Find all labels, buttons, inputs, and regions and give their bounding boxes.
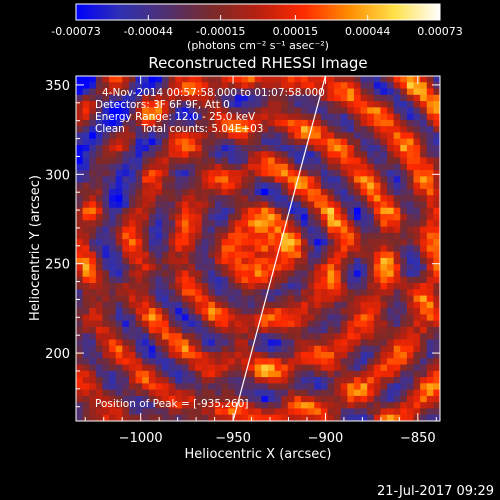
colorbar-tick-label: -0.00044 [124,25,173,38]
colorbar-tick-label: 0.00015 [273,25,319,38]
y-tick-label: 300 [45,168,70,183]
info-line-energy-range: Energy Range: 12.0 - 25.0 keV [95,111,256,123]
plot-frame [75,75,441,422]
info-text-block: 4-Nov-2014 00:57:58.000 to 01:07:58.000 … [95,87,325,135]
y-tick-label: 200 [45,347,70,362]
x-tick-label: −850 [400,431,436,446]
solar-limb-line [232,75,327,422]
info-line-clean-counts: Clean Total counts: 5.04E+03 [95,123,264,135]
y-axis-label: Heliocentric Y (arcsec) [28,175,43,321]
colorbar [75,3,441,21]
x-axis-label: Heliocentric X (arcsec) [185,447,332,462]
colorbar-ticks: -0.00073 -0.00044 -0.00015 0.00015 0.00044 0.… [51,15,463,38]
colorbar-tick-label: 0.00073 [417,25,463,38]
colorbar-tick-label: 0.00044 [345,25,391,38]
info-line-detectors: Detectors: 3F 6F 9F, Att 0 [95,99,230,111]
y-tick-label: 250 [45,258,70,273]
x-tick-label: −900 [308,431,344,446]
x-tick-label: −950 [215,431,251,446]
colorbar-tick-label: -0.00015 [196,25,245,38]
heatmap-image [76,76,440,421]
colorbar-tick-label: -0.00073 [51,25,100,38]
y-tick-label: 350 [45,79,70,94]
info-line-time-range: 4-Nov-2014 00:57:58.000 to 01:07:58.000 [102,87,325,99]
peak-position-text: Position of Peak = [-935,260] [95,398,249,410]
footer-timestamp: 21-Jul-2017 09:29 [377,484,494,499]
colorbar-unit-label: (photons cm⁻² s⁻¹ asec⁻²) [187,39,329,52]
x-axis-ticks: −1000 −950 −900 −850 [84,76,437,446]
x-tick-label: −1000 [119,431,163,446]
y-axis-ticks: 200 250 300 350 [45,79,440,408]
chart-title: Reconstructed RHESSI Image [148,54,367,72]
